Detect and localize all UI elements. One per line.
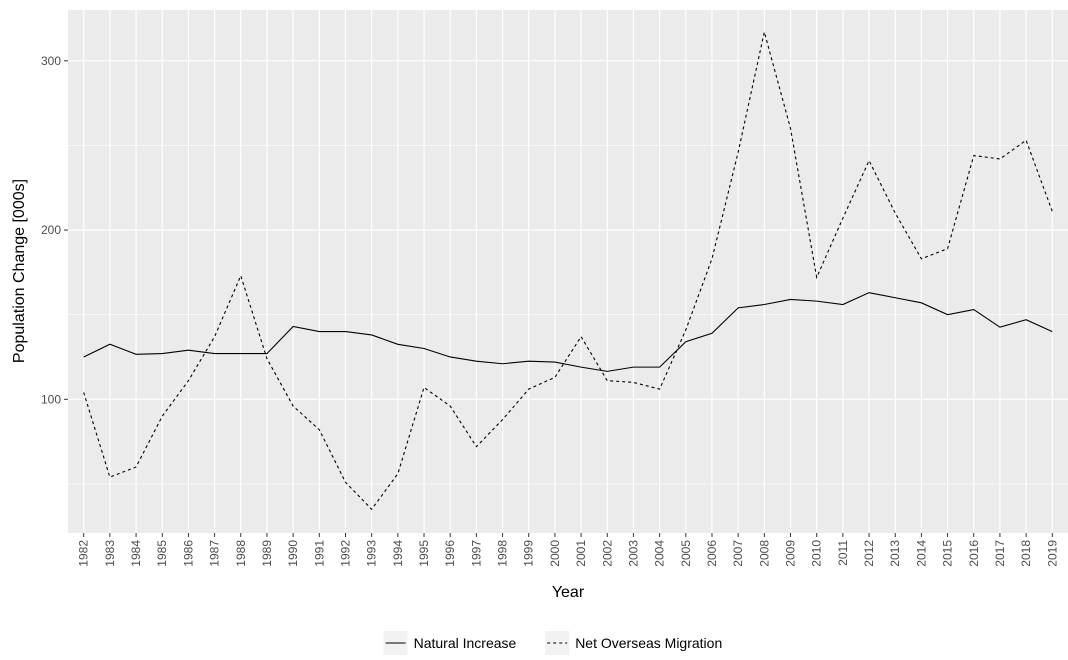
- x-tick-label: 2010: [810, 540, 824, 567]
- x-tick-label: 1992: [338, 540, 352, 567]
- x-tick-label: 1983: [103, 540, 117, 567]
- x-tick-label: 1998: [496, 540, 510, 567]
- x-tick-label: 2014: [914, 540, 928, 567]
- x-tick-label: 2005: [679, 540, 693, 567]
- x-tick-label: 1999: [522, 540, 536, 567]
- series-line: [83, 292, 1053, 372]
- x-axis-title: Year: [552, 584, 585, 601]
- x-tick-label: 1984: [129, 540, 143, 567]
- x-tick-label: 2012: [862, 540, 876, 567]
- x-tick-label: 1993: [365, 540, 379, 567]
- x-tick-label: 2000: [548, 540, 562, 567]
- series-line: [83, 31, 1053, 511]
- x-tick-label: 2002: [600, 540, 614, 567]
- x-tick-label: 2001: [574, 540, 588, 567]
- x-tick-label: 2019: [1045, 540, 1059, 567]
- x-tick-label: 1988: [234, 540, 248, 567]
- x-tick-label: 1990: [286, 540, 300, 567]
- x-tick-label: 1995: [417, 540, 431, 567]
- x-tick-label: 2013: [888, 540, 902, 567]
- x-tick-label: 2007: [731, 540, 745, 567]
- plot-panel: [68, 10, 1068, 533]
- x-tick-label: 1985: [155, 540, 169, 567]
- x-tick-label: 2016: [967, 540, 981, 567]
- y-tick-label: 200: [41, 223, 61, 237]
- x-tick-label: 2009: [784, 540, 798, 567]
- legend-label: Natural Increase: [414, 635, 517, 651]
- x-tick-label: 2008: [757, 540, 771, 567]
- x-tick-label: 2018: [1019, 540, 1033, 567]
- y-tick-label: 100: [41, 392, 61, 406]
- x-tick-label: 1987: [208, 540, 222, 567]
- x-tick-label: 2015: [941, 540, 955, 567]
- x-tick-label: 1982: [77, 540, 91, 567]
- x-tick-label: 2017: [993, 540, 1007, 567]
- x-tick-label: 1997: [469, 540, 483, 567]
- y-tick-label: 300: [41, 54, 61, 68]
- y-axis-title: Population Change [000s]: [11, 179, 28, 363]
- x-tick-label: 1996: [443, 540, 457, 567]
- x-tick-label: 1989: [260, 540, 274, 567]
- x-tick-label: 2003: [626, 540, 640, 567]
- x-tick-label: 2011: [836, 540, 850, 566]
- x-tick-label: 1994: [391, 540, 405, 567]
- legend-label: Net Overseas Migration: [575, 635, 722, 651]
- x-tick-label: 1991: [312, 540, 326, 567]
- x-tick-label: 2004: [653, 540, 667, 567]
- x-tick-label: 1986: [181, 540, 195, 567]
- x-tick-label: 2006: [705, 540, 719, 567]
